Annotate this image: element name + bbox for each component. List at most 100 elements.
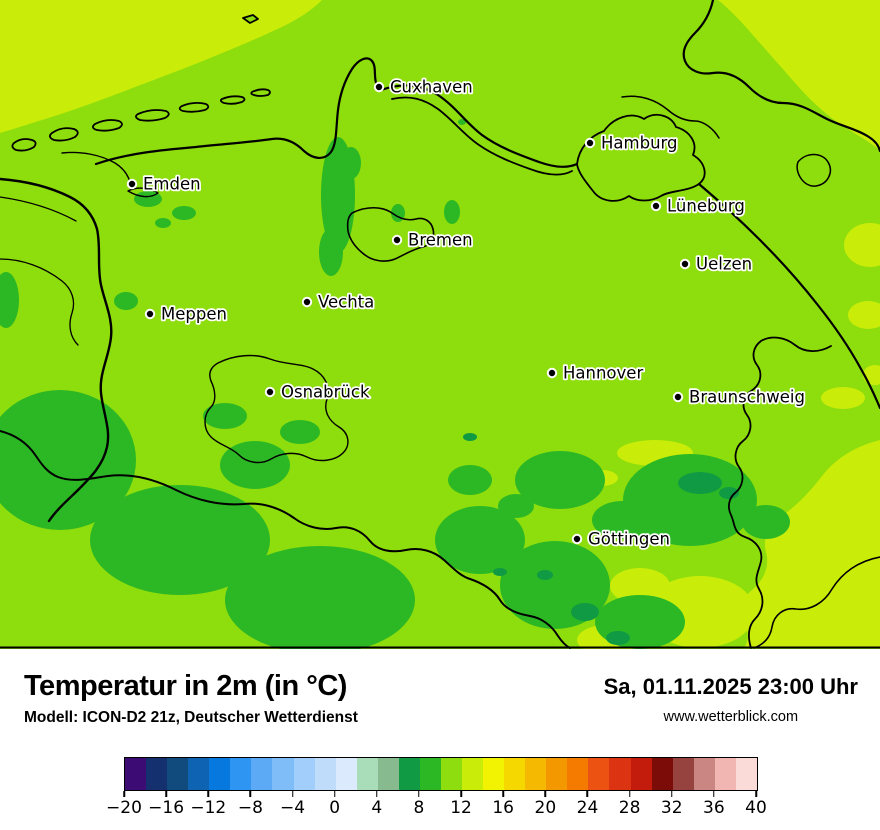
- city-label: Osnabrück: [281, 383, 370, 402]
- city-label: Braunschweig: [689, 388, 805, 407]
- tick-mark: [333, 790, 336, 797]
- colorbar-segment: [314, 758, 336, 790]
- tick-mark: [544, 790, 547, 797]
- city-dot: [672, 391, 684, 403]
- city-marker: Hamburg: [584, 132, 679, 154]
- city-dot: [126, 178, 138, 190]
- colorbar-segment: [693, 758, 715, 790]
- city-dot: [391, 234, 403, 246]
- tick-mark: [502, 790, 504, 797]
- tick-label: 12: [450, 797, 472, 818]
- city-label: Uelzen: [696, 255, 752, 274]
- tick-mark: [291, 790, 294, 797]
- colorbar-segment: [272, 758, 294, 790]
- colorbar-segment: [440, 758, 462, 790]
- footer-left: Temperatur in 2m (in °C) Modell: ICON-D2…: [24, 670, 358, 727]
- tick-label: −8: [237, 797, 263, 818]
- footer-right: Sa, 01.11.2025 23:00 Uhr www.wetterblick…: [604, 674, 858, 725]
- tick-label: 24: [576, 797, 599, 818]
- colorbar-segment: [525, 758, 547, 790]
- colorbar-segment: [609, 758, 631, 790]
- tick-label: −20: [106, 797, 142, 818]
- city-marker: Meppen: [144, 303, 229, 325]
- tick-label: 28: [618, 797, 641, 818]
- colorbar-segment: [735, 758, 757, 790]
- tick-mark: [249, 790, 252, 797]
- colorbar-segment: [356, 758, 378, 790]
- colorbar-segment: [483, 758, 505, 790]
- tick-mark: [713, 790, 715, 797]
- website-credit: www.wetterblick.com: [663, 709, 799, 725]
- colorbar-segment: [398, 758, 420, 790]
- colorbar-segment: [462, 758, 484, 790]
- city-label: Lüneburg: [667, 197, 745, 216]
- tick-mark: [165, 790, 167, 797]
- colorbar-segment: [672, 758, 694, 790]
- city-marker: Cuxhaven: [373, 76, 474, 98]
- city-label: Emden: [143, 175, 201, 194]
- colorbar-ticks: −20 −16 −12 −8 −4 0 4 8 12 16 20 24 28 32 36 40: [106, 790, 767, 821]
- tick-mark: [670, 790, 673, 797]
- tick-mark: [586, 790, 589, 797]
- map-svg: Cuxhaven Hamburg Emden Lüneburg Bremen Uelzen…: [0, 0, 880, 649]
- temperature-colorbar: [124, 757, 758, 791]
- model-info: Modell: ICON-D2 21z, Deutscher Wetterdie…: [24, 709, 358, 726]
- tick-label: −12: [190, 797, 227, 818]
- tick-label: 36: [703, 797, 725, 818]
- colorbar-segment: [504, 758, 526, 790]
- city-markers-layer: Cuxhaven Hamburg Emden Lüneburg Bremen Uelzen…: [126, 76, 807, 550]
- city-label: Hannover: [563, 364, 643, 383]
- colorbar-segment: [188, 758, 210, 790]
- tick-label: 16: [492, 797, 515, 818]
- tick-label: 8: [413, 797, 425, 818]
- city-marker: Uelzen: [679, 253, 754, 275]
- island-outlines: [11, 14, 271, 152]
- colorbar-segment: [293, 758, 315, 790]
- city-marker: Braunschweig: [672, 386, 807, 408]
- city-dot: [679, 258, 691, 270]
- city-label: Meppen: [161, 305, 227, 324]
- tick-label: 20: [534, 797, 557, 818]
- city-dot: [144, 308, 156, 320]
- city-dot: [373, 81, 385, 93]
- city-marker: Lüneburg: [650, 195, 747, 217]
- tick-label: −16: [148, 797, 185, 818]
- city-dot: [584, 137, 596, 149]
- tick-mark: [376, 790, 378, 797]
- city-marker: Osnabrück: [264, 381, 372, 403]
- city-marker: Vechta: [301, 291, 376, 313]
- city-label: Hamburg: [601, 134, 678, 153]
- tick-mark: [123, 790, 125, 797]
- colorbar-segment: [588, 758, 610, 790]
- colorbar-segment: [714, 758, 736, 790]
- city-dot: [264, 386, 276, 398]
- colorbar-segment: [419, 758, 441, 790]
- tick-mark: [460, 790, 462, 797]
- tick-label: 0: [329, 797, 341, 818]
- city-dot: [546, 367, 558, 379]
- city-label: Cuxhaven: [390, 78, 473, 97]
- tick-mark: [207, 790, 210, 797]
- city-dot: [571, 533, 583, 545]
- city-marker: Emden: [126, 173, 202, 195]
- colorbar-segment: [125, 758, 147, 790]
- page-title: Temperatur in 2m (in °C): [24, 670, 347, 702]
- city-marker: Bremen: [391, 229, 474, 251]
- colorbar-segment: [209, 758, 231, 790]
- city-dot: [650, 200, 662, 212]
- city-label: Bremen: [408, 231, 473, 250]
- colorbar-segment: [167, 758, 189, 790]
- tick-label: −4: [280, 797, 306, 818]
- colorbar-segment: [546, 758, 568, 790]
- city-dot: [301, 296, 313, 308]
- tick-mark: [418, 790, 420, 797]
- temperature-map: Cuxhaven Hamburg Emden Lüneburg Bremen Uelzen…: [0, 0, 880, 649]
- tick-mark: [628, 790, 631, 797]
- border-lines: [0, 0, 880, 649]
- colorbar-segment: [567, 758, 589, 790]
- tick-label: 32: [660, 797, 683, 818]
- tick-label: 4: [371, 797, 383, 818]
- colorbar-segment: [335, 758, 357, 790]
- colorbar-segment: [651, 758, 673, 790]
